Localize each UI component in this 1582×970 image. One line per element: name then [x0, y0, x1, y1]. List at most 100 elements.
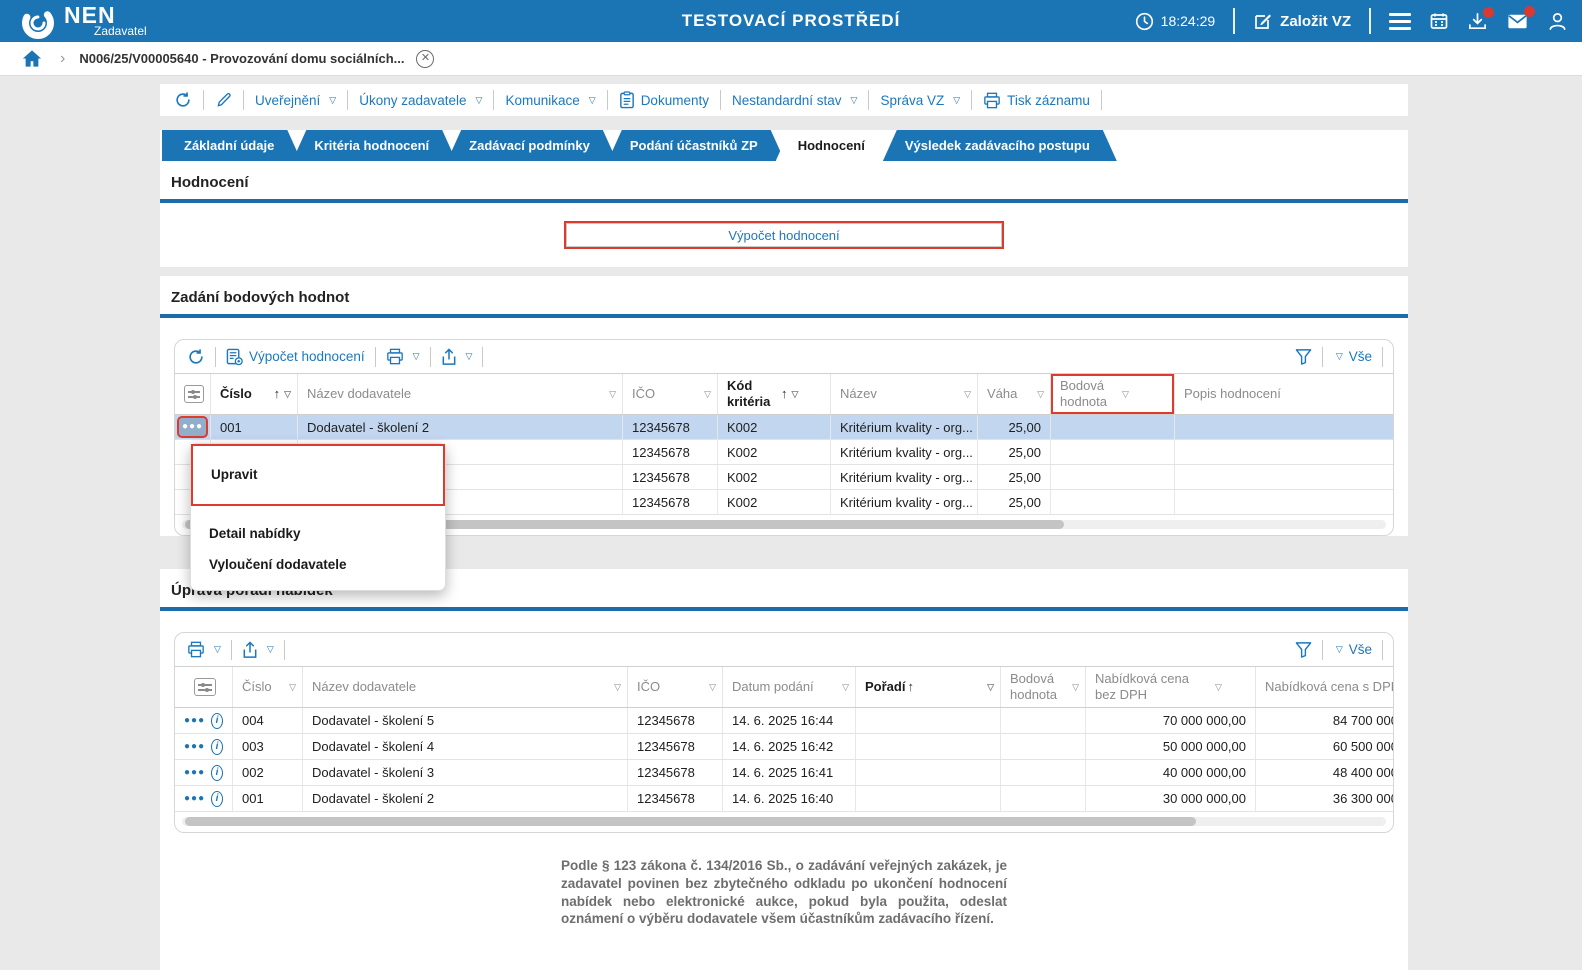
chevron-down-icon: ▽ — [1335, 351, 1343, 361]
export-table-button[interactable]: ▽ — [431, 347, 483, 366]
chevron-right-icon: › — [60, 49, 66, 67]
horizontal-scrollbar[interactable] — [182, 520, 1386, 529]
column-header-vaha[interactable]: Váha ▽ — [977, 374, 1050, 414]
column-header-cislo[interactable]: Číslo ▽ — [232, 667, 302, 707]
menu-ukony-zadavatele[interactable]: Úkony zadavatele ▽ — [359, 92, 483, 108]
filter-icon[interactable]: ▽ — [614, 681, 621, 692]
menu-item-upravit[interactable]: Upravit — [211, 467, 258, 482]
filter-button[interactable] — [1285, 348, 1322, 365]
filter-vse-dropdown[interactable]: ▽ Vše — [1335, 642, 1372, 657]
filter-icon[interactable]: ▽ — [704, 388, 711, 399]
filter-icon[interactable]: ▽ — [1072, 681, 1079, 692]
filter-icon[interactable]: ▽ — [1122, 388, 1129, 399]
row-actions-button[interactable]: ●●● — [184, 766, 206, 778]
highlight-red-box: Upravit — [191, 444, 445, 506]
column-header-ico[interactable]: IČO ▽ — [622, 374, 717, 414]
menu-sprava-vz[interactable]: Správa VZ ▽ — [880, 92, 961, 108]
table-row[interactable]: ●●● i 001 Dodavatel - školení 2 12345678 … — [175, 786, 1393, 812]
column-header-ico[interactable]: IČO ▽ — [627, 667, 722, 707]
filter-icon[interactable]: ▽ — [1037, 388, 1044, 399]
close-tab-icon[interactable]: ✕ — [416, 49, 435, 68]
refresh-button[interactable] — [172, 91, 203, 109]
filter-icon[interactable]: ▽ — [284, 388, 291, 399]
filter-icon[interactable]: ▽ — [987, 681, 994, 692]
info-icon[interactable]: i — [211, 712, 223, 729]
downloads-button[interactable] — [1467, 6, 1494, 32]
logo-text: NEN — [64, 1, 116, 28]
menu-item-detail-nabidky[interactable]: Detail nabídky — [209, 526, 301, 541]
table-row[interactable]: ●●● i 003 Dodavatel - školení 4 12345678 … — [175, 734, 1393, 760]
messages-button[interactable] — [1506, 5, 1535, 33]
column-header-nazev-dodavatele[interactable]: Název dodavatele ▽ — [302, 667, 627, 707]
vypocet-hodnoceni-toolbar-button[interactable]: Výpočet hodnocení — [216, 348, 375, 366]
create-vz-button[interactable]: Založit VZ — [1253, 11, 1351, 31]
row-actions-button[interactable]: ●●● — [184, 740, 206, 752]
tab-podani-ucastniku[interactable]: Podání účastníků ZP — [608, 130, 785, 161]
vypocet-hodnoceni-button[interactable]: Výpočet hodnocení — [564, 221, 1004, 249]
filter-icon[interactable]: ▽ — [709, 681, 716, 692]
scrollbar-thumb[interactable] — [185, 817, 1197, 826]
menu-nestandardni-stav[interactable]: Nestandardní stav ▽ — [731, 92, 858, 108]
filter-icon[interactable]: ▽ — [289, 681, 296, 692]
info-icon[interactable]: i — [211, 790, 223, 807]
column-header-nazev[interactable]: Název ▽ — [830, 374, 977, 414]
table-row[interactable]: ●●● i 004 Dodavatel - školení 5 12345678 … — [175, 708, 1393, 734]
divider — [493, 90, 495, 110]
breadcrumb-item[interactable]: N006/25/V00005640 - Provozování domu soc… — [79, 51, 405, 66]
edit-record-button[interactable] — [204, 92, 243, 109]
filter-icon[interactable]: ▽ — [1215, 681, 1222, 692]
export-icon — [442, 347, 455, 365]
column-header-popis-hodnoceni[interactable]: Popis hodnocení — [1174, 374, 1393, 414]
tab-vysledek[interactable]: Výsledek zadávacího postupu — [883, 130, 1117, 161]
sort-asc-icon: ↑ — [273, 386, 281, 402]
export-table-button[interactable]: ▽ — [232, 640, 284, 659]
column-settings-button[interactable] — [175, 374, 210, 414]
profile-button[interactable] — [1547, 11, 1568, 32]
column-settings-button[interactable] — [175, 667, 232, 707]
tab-zakladni-udaje[interactable]: Základní údaje — [162, 130, 301, 161]
nen-logo[interactable]: NEN Zadavatel — [20, 2, 147, 41]
menu-uverejneni[interactable]: Uveřejnění ▽ — [255, 92, 337, 108]
tab-hodnoceni[interactable]: Hodnocení — [776, 130, 892, 161]
column-header-nazev-dodavatele[interactable]: Název dodavatele ▽ — [297, 374, 622, 414]
horizontal-scrollbar[interactable] — [182, 817, 1386, 826]
filter-vse-dropdown[interactable]: ▽ Vše — [1335, 349, 1372, 364]
info-icon[interactable]: i — [211, 738, 223, 755]
column-header-bodova-hodnota[interactable]: Bodová hodnota ▽ — [1000, 667, 1085, 707]
column-header-poradi[interactable]: Pořadí ↑ ▽ — [855, 667, 1000, 707]
divider — [215, 346, 216, 367]
info-icon[interactable]: i — [211, 764, 223, 781]
filter-icon[interactable]: ▽ — [842, 681, 849, 692]
sort-asc-icon: ↑ — [907, 679, 914, 695]
column-header-bodova-hodnota[interactable]: Bodová hodnota ▽ — [1050, 374, 1174, 414]
tab-zadavaci-podminky[interactable]: Zadávací podmínky — [447, 130, 617, 161]
menu-icon[interactable] — [1389, 12, 1411, 30]
print-table-button[interactable]: ▽ — [376, 348, 430, 365]
column-header-kod-kriteria[interactable]: Kód kritéria ↑ ▽ — [717, 374, 830, 414]
column-header-cena-bez-dph[interactable]: Nabídková cena bez DPH ▽ — [1085, 667, 1255, 707]
column-header-cena-s-dph[interactable]: Nabídková cena s DPH — [1255, 667, 1393, 707]
home-button[interactable] — [22, 49, 42, 68]
filter-icon[interactable]: ▽ — [609, 388, 616, 399]
table-row[interactable]: ●●● 001 Dodavatel - školení 2 12345678 K… — [175, 415, 1393, 440]
row-actions-button[interactable]: ●●● — [184, 714, 206, 726]
filter-button[interactable] — [1285, 641, 1322, 658]
print-table-button[interactable]: ▽ — [187, 641, 231, 658]
menu-komunikace[interactable]: Komunikace ▽ — [505, 92, 596, 108]
scrollbar-thumb[interactable] — [185, 520, 1064, 529]
menu-dokumenty[interactable]: Dokumenty — [608, 91, 720, 109]
menu-item-vylouceni-dodavatele[interactable]: Vyloučení dodavatele — [209, 557, 347, 572]
print-record-button[interactable]: Tisk záznamu — [972, 92, 1101, 109]
table-row[interactable]: ●●● i 002 Dodavatel - školení 3 12345678 … — [175, 760, 1393, 786]
divider — [243, 90, 244, 110]
column-header-datum-podani[interactable]: Datum podání ▽ — [722, 667, 855, 707]
filter-icon[interactable]: ▽ — [964, 388, 971, 399]
refresh-button[interactable] — [187, 348, 215, 366]
filter-icon[interactable]: ▽ — [791, 388, 799, 399]
row-actions-button[interactable]: ●●● — [176, 416, 209, 438]
calendar-button[interactable] — [1429, 11, 1449, 31]
column-header-cislo[interactable]: Číslo ↑ ▽ — [210, 374, 297, 414]
divider — [606, 90, 608, 110]
tab-kriteria-hodnoceni[interactable]: Kritéria hodnocení — [292, 130, 456, 161]
row-actions-button[interactable]: ●●● — [184, 792, 206, 804]
